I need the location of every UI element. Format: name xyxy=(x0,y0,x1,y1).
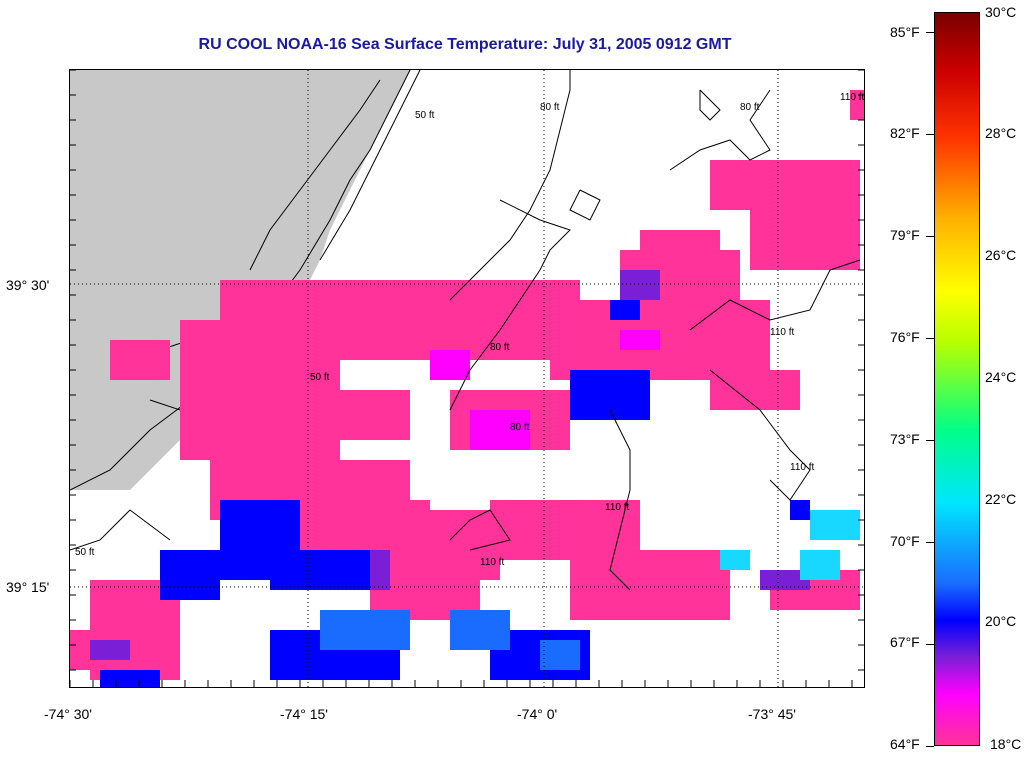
sst-pixel-block xyxy=(710,160,860,210)
sst-pixel-block xyxy=(430,350,470,380)
sst-pixel-block xyxy=(710,370,800,410)
y-tick-label-2: 39° 15' xyxy=(6,579,50,595)
sst-pixel-block xyxy=(100,670,160,687)
colorbar-c-label: 22°C xyxy=(985,491,1017,507)
sst-pixel-block xyxy=(110,340,170,380)
isobath-contour xyxy=(319,70,421,261)
sst-pixel-block xyxy=(810,510,860,540)
contour-label: 110 ft xyxy=(840,92,864,103)
y-tick-label-1: 39° 30' xyxy=(6,277,50,293)
colorbar-c-label: 20°C xyxy=(985,613,1017,629)
sst-pixel-block xyxy=(300,390,410,440)
sst-pixel-block xyxy=(850,90,864,120)
sst-pixel-block xyxy=(760,570,810,590)
sst-pixel-block xyxy=(370,510,500,580)
sst-pixel-block xyxy=(570,370,650,420)
colorbar-tick xyxy=(926,542,934,543)
sst-pixel-block xyxy=(540,640,580,670)
x-tick-label-2: -74° 15' xyxy=(280,706,328,722)
colorbar-tick xyxy=(926,134,934,135)
temperature-colorbar xyxy=(934,12,980,746)
contour-label: 50 ft xyxy=(310,372,330,383)
sst-pixel-block xyxy=(720,550,750,570)
colorbar-tick xyxy=(926,644,934,645)
contour-label: 80 ft xyxy=(740,102,760,113)
x-tick-label-3: -74° 0' xyxy=(517,706,558,722)
sst-pixel-block xyxy=(750,210,860,270)
map-title: RU COOL NOAA-16 Sea Surface Temperature:… xyxy=(198,36,732,53)
colorbar-f-label: 70°F xyxy=(890,533,920,549)
colorbar-c-label: 24°C xyxy=(985,369,1017,385)
isobath-contour xyxy=(449,70,571,301)
sst-pixel-block xyxy=(160,550,220,600)
colorbar-tick xyxy=(926,338,934,339)
sst-pixel-block xyxy=(270,550,370,590)
contour-label: 110 ft xyxy=(770,327,794,338)
sst-pixel-block xyxy=(620,270,660,300)
colorbar-tick xyxy=(926,746,934,747)
contour-label: 110 ft xyxy=(480,557,504,568)
colorbar-c-label: 18°C xyxy=(990,736,1022,752)
sst-pixel-block xyxy=(800,550,840,580)
sst-pixel-block xyxy=(450,610,510,650)
colorbar-f-label: 85°F xyxy=(890,24,920,40)
sst-pixel-block xyxy=(620,330,660,350)
isobath-contour xyxy=(449,199,571,411)
sst-pixel-block xyxy=(610,300,640,320)
sst-map-canvas: 50 ft 80 ft 80 ft 110 ft 50 ft 80 ft 80 ft 110 … xyxy=(70,70,864,687)
sst-pixel-block xyxy=(90,640,130,660)
contour-label: 80 ft xyxy=(540,102,560,113)
isobath-contour xyxy=(609,409,631,591)
contour-label: 110 ft xyxy=(790,462,814,473)
colorbar-tick xyxy=(926,32,934,33)
contour-label: 50 ft xyxy=(415,110,435,121)
sst-map: 50 ft 80 ft 80 ft 110 ft 50 ft 80 ft 80 ft 110 … xyxy=(69,69,865,688)
colorbar-f-label: 64°F xyxy=(890,736,920,752)
isobath-contour xyxy=(569,189,601,221)
barrier-island xyxy=(249,79,381,271)
sst-pixel-block xyxy=(320,610,410,650)
isobath-contour xyxy=(689,259,861,331)
isobath-contour xyxy=(699,89,721,121)
colorbar-f-label: 73°F xyxy=(890,431,920,447)
isobath-contour xyxy=(709,369,811,501)
contour-label: 50 ft xyxy=(75,547,95,558)
colorbar-c-label: 30°C xyxy=(985,4,1017,20)
x-tick-label-1: -74° 30' xyxy=(44,706,92,722)
sst-pixel-block xyxy=(790,500,810,520)
colorbar-f-label: 79°F xyxy=(890,227,920,243)
colorbar-c-label: 26°C xyxy=(985,247,1017,263)
contour-label: 110 ft xyxy=(605,502,629,513)
isobath-contour xyxy=(449,509,511,551)
sst-pixel-block xyxy=(620,580,700,620)
x-tick-label-4: -73° 45' xyxy=(748,706,796,722)
sst-pixel-block xyxy=(470,410,530,450)
colorbar-f-label: 82°F xyxy=(890,125,920,141)
colorbar-tick xyxy=(926,236,934,237)
colorbar-tick xyxy=(926,440,934,441)
contour-label: 80 ft xyxy=(510,422,530,433)
contour-label: 80 ft xyxy=(490,342,510,353)
sst-pixel-block xyxy=(640,230,720,270)
colorbar-f-label: 67°F xyxy=(890,634,920,650)
isobath-contour xyxy=(669,89,771,171)
colorbar-c-label: 28°C xyxy=(985,125,1017,141)
colorbar-f-label: 76°F xyxy=(890,329,920,345)
isobath-contour xyxy=(70,509,171,551)
